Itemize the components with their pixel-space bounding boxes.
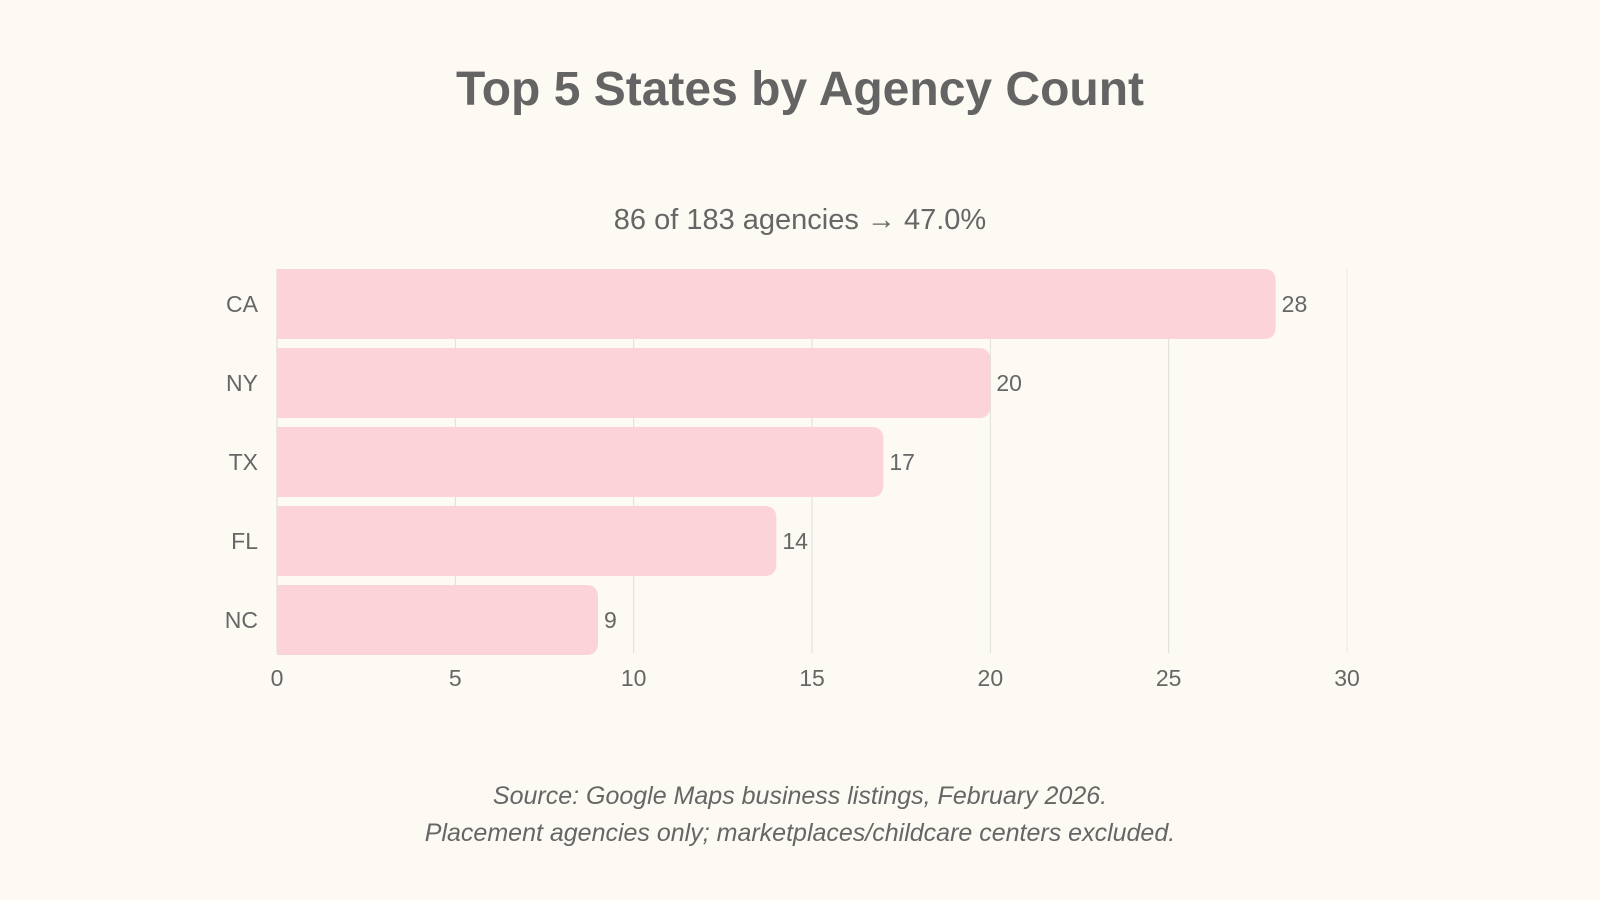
- data-label: 28: [1282, 291, 1308, 317]
- y-category-label: CA: [226, 291, 259, 317]
- y-category-label: NY: [226, 370, 258, 396]
- data-label: 17: [889, 449, 915, 475]
- bar-chart: 0 5 10 15 20 25 30 CA 28 NY 20 TX 17 FL 14 NC 9: [225, 269, 1360, 691]
- x-tick-label: 15: [799, 665, 825, 691]
- chart-subtitle: 86 of 183 agencies → 47.0%: [613, 204, 987, 236]
- source-note: Source: Google Maps business listings, F…: [492, 782, 1108, 810]
- y-category-label: FL: [231, 528, 258, 554]
- data-label: 14: [782, 528, 808, 554]
- x-tick-label: 30: [1334, 665, 1360, 691]
- x-tick-label: 10: [621, 665, 647, 691]
- x-tick-label: 20: [978, 665, 1004, 691]
- data-label: 20: [996, 370, 1022, 396]
- x-tick-label: 25: [1156, 665, 1182, 691]
- data-label: 9: [604, 607, 617, 633]
- bar-nc: [277, 585, 598, 655]
- chart-title: Top 5 States by Agency Count: [455, 63, 1145, 116]
- bar-tx: [277, 427, 884, 497]
- y-category-label: TX: [229, 449, 258, 475]
- exclusion-note: Placement agencies only; marketplaces/ch…: [424, 819, 1176, 847]
- x-tick-label: 0: [271, 665, 284, 691]
- x-tick-label: 5: [449, 665, 462, 691]
- bar-ca: [277, 269, 1276, 339]
- bar-fl: [277, 506, 777, 576]
- bar-ny: [277, 348, 991, 418]
- y-category-label: NC: [225, 607, 258, 633]
